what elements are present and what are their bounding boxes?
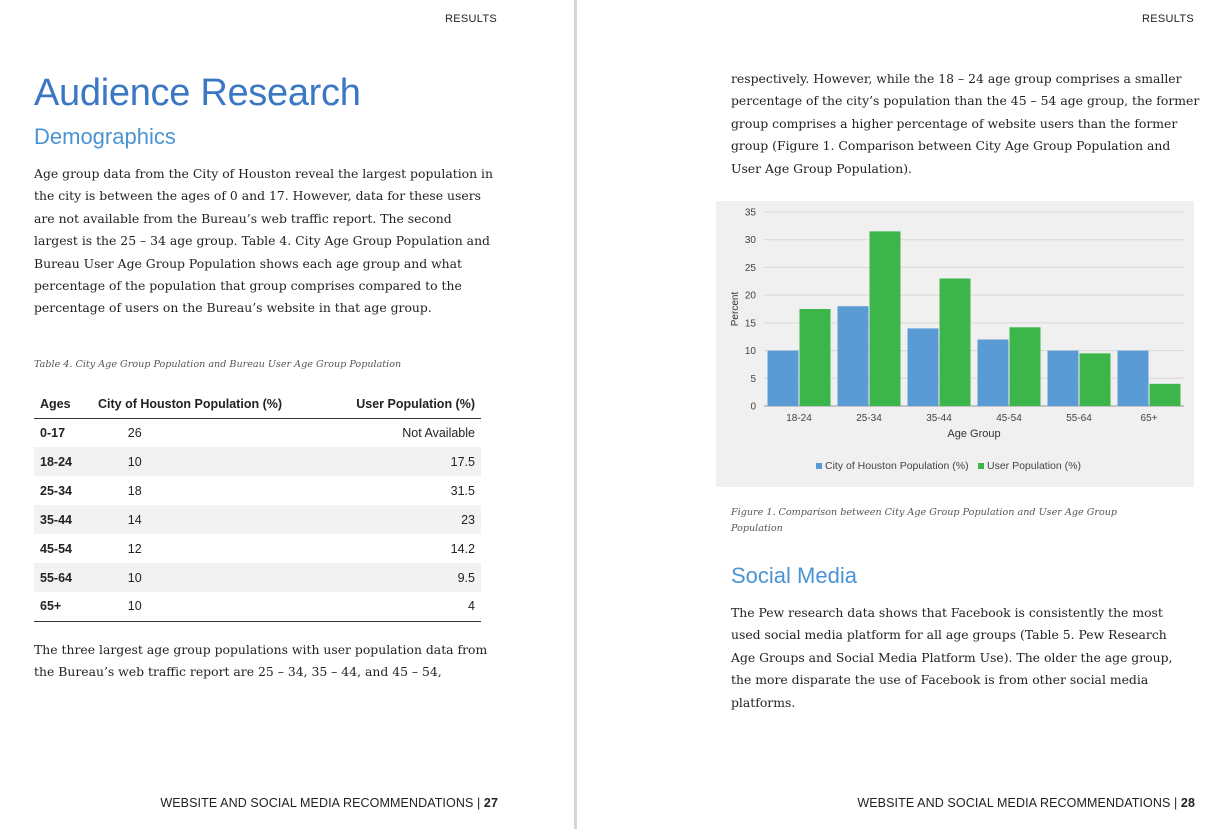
bar-city-25-34 [837, 306, 869, 406]
bar-user-65+ [1149, 383, 1181, 406]
y-tick-label: 20 [745, 291, 757, 302]
x-axis-title: Age Group [947, 428, 1000, 440]
table-cell-city: 10 [92, 563, 332, 592]
legend-swatch [978, 463, 984, 469]
table-row: 45-54 12 14.2 [34, 534, 481, 563]
x-tick-label: 65+ [1141, 413, 1158, 424]
y-tick-label: 15 [745, 318, 757, 329]
figure-caption: Figure 1. Comparison between City Age Gr… [731, 507, 1118, 534]
y-tick-label: 30 [745, 235, 757, 246]
bar-city-65+ [1117, 350, 1149, 406]
table-row: 0-17 26 Not Available [34, 418, 481, 447]
table-cell-user: 31.5 [450, 483, 475, 498]
page-gutter [574, 0, 577, 829]
body-paragraph: The Pew research data shows that Faceboo… [731, 605, 1173, 710]
y-tick-label: 35 [745, 208, 757, 219]
table-cell-user: 23 [331, 505, 481, 534]
running-head: RESULTS [444, 13, 497, 25]
x-tick-label: 25-34 [856, 413, 882, 424]
section-heading-demographics: Demographics [34, 124, 176, 149]
y-tick-label: 10 [745, 346, 757, 357]
bar-city-35-44 [907, 328, 939, 406]
table-row: 25-34 18 31.5 [34, 476, 481, 505]
bar-city-55-64 [1047, 350, 1079, 406]
bar-user-35-44 [939, 278, 971, 406]
page-footer: WEBSITE AND SOCIAL MEDIA RECOMMENDATIONS… [857, 796, 1195, 810]
bar-chart: 0 5 10 15 20 25 30 35 18-24 25-34 35-44 45-54 55-64 6… [730, 208, 1184, 472]
age-group-table: Ages City of Houston Population (%) User… [34, 391, 481, 622]
table-header-user-pop: User Population (%) [331, 391, 481, 419]
table-cell-age: 18-24 [34, 447, 92, 476]
table-row: 65+ 10 4 [34, 592, 481, 622]
table-row: 35-44 14 23 [34, 505, 481, 534]
table-row: 55-64 10 9.5 [34, 563, 481, 592]
table-cell-user: 9.5 [331, 563, 481, 592]
table-cell-age: 35-44 [34, 505, 92, 534]
page-27: RESULTS Audience Research Demographics A… [0, 0, 574, 829]
y-tick-label: 5 [750, 374, 756, 385]
table-cell-city: 14 [92, 505, 332, 534]
page-number: 28 [1180, 796, 1195, 810]
table-header-city-pop: City of Houston Population (%) [92, 391, 332, 419]
x-tick-label: 35-44 [926, 413, 952, 424]
table-cell-city: 18 [127, 483, 142, 498]
y-tick-label: 25 [745, 263, 757, 274]
table-header-row: Ages City of Houston Population (%) User… [34, 391, 481, 419]
bar-user-55-64 [1079, 353, 1111, 406]
bar-user-45-54 [1009, 327, 1041, 406]
page-number: 27 [483, 796, 498, 810]
table-cell-user: 17.5 [331, 447, 481, 476]
table-cell-user: 4 [331, 592, 481, 622]
table-cell-city: 10 [92, 447, 332, 476]
x-tick-label: 18-24 [786, 413, 812, 424]
bar-city-45-54 [977, 339, 1009, 406]
footer-text: WEBSITE AND SOCIAL MEDIA RECOMMENDATIONS… [857, 796, 1181, 810]
body-paragraph: Age group data from the City of Houston … [34, 166, 493, 316]
body-paragraph: The three largest age group populations … [34, 642, 488, 680]
table-caption: Table 4. City Age Group Population and B… [34, 359, 402, 370]
x-tick-label: 55-64 [1066, 413, 1092, 424]
table-header-ages: Ages [34, 391, 92, 419]
table-cell-city: 26 [127, 425, 142, 440]
table-cell-age: 55-64 [34, 563, 92, 592]
body-paragraph: respectively. However, while the 18 – 24… [731, 71, 1200, 176]
bar-city-18-24 [767, 350, 799, 406]
table-cell-age: 45-54 [40, 541, 72, 556]
x-tick-label: 45-54 [996, 413, 1022, 424]
running-head: RESULTS [1141, 13, 1194, 25]
table-cell-city: 10 [92, 592, 332, 622]
table-cell-age: 0-17 [40, 425, 66, 440]
table-cell-age: 25-34 [40, 483, 72, 498]
table-cell-city: 12 [127, 541, 142, 556]
legend-label: City of Houston Population (%) [825, 460, 969, 472]
legend-label: User Population (%) [987, 460, 1081, 472]
page-title: Audience Research [34, 72, 361, 114]
figure-chart: 0 5 10 15 20 25 30 35 18-24 25-34 35-44 45-54 55-64 6… [716, 201, 1194, 487]
table-cell-user: 14.2 [450, 541, 475, 556]
table-cell-user: Not Available [402, 425, 475, 440]
page-footer: WEBSITE AND SOCIAL MEDIA RECOMMENDATIONS… [160, 796, 498, 810]
bar-user-25-34 [869, 231, 901, 406]
bar-user-18-24 [799, 309, 831, 406]
section-heading-social-media: Social Media [731, 563, 857, 588]
table-cell-age: 65+ [34, 592, 92, 622]
footer-text: WEBSITE AND SOCIAL MEDIA RECOMMENDATIONS… [160, 796, 484, 810]
y-axis-title: Percent [730, 292, 741, 327]
page-28: RESULTS respectively. However, while the… [577, 0, 1220, 829]
legend-swatch [816, 463, 822, 469]
y-tick-label: 0 [750, 402, 756, 413]
table-row: 18-24 10 17.5 [34, 447, 481, 476]
